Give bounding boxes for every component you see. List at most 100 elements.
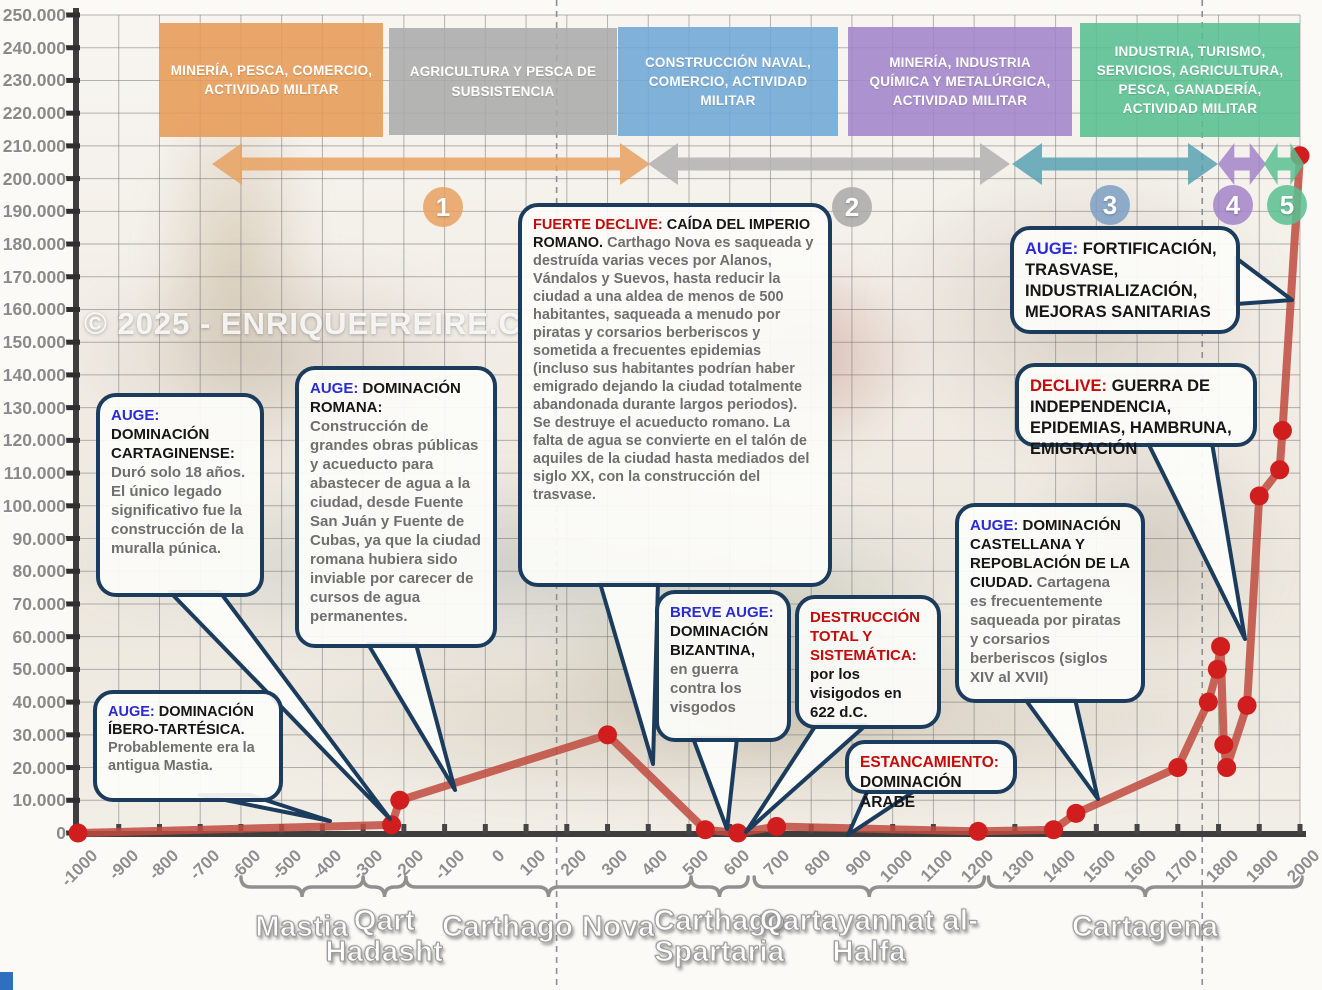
phase-arrow [648,143,1010,185]
callout-fuerte-declive: FUERTE DECLIVE: CAÍDA DEL IMPERIO ROMANO… [518,203,832,587]
y-tick-label: 80.000 [12,561,66,582]
callout-text-gray: Probablemente era la antigua Mastia. [108,740,255,774]
callout-text-blue: AUGE: [970,517,1019,534]
data-point--1000 [68,823,88,843]
callout-fortificacion: AUGE: FORTIFICACIÓN, TRASVASE, INDUSTRIA… [1010,226,1240,334]
callout-destruccion: DESTRUCCIÓN TOTAL Y SISTEMÁTICA: por los… [795,595,941,729]
y-tick-label: 110.000 [3,463,66,484]
callout-text-gray: Construcción de grandes obras públicas y… [310,418,481,625]
callout-breve-auge: BREVE AUGE: DOMINACIÓN BIZANTINA, en gue… [655,590,791,742]
callout-ibero-tartesica: AUGE: DOMINACIÓN ÍBERO-TARTÉSICA. Probab… [93,690,283,802]
data-point-1805 [1211,636,1231,656]
corner-artifact [0,972,13,990]
era-brace-Mastia [239,875,365,898]
banner-label: CONSTRUCCIÓN NAVAL, COMERCIO, ACTIVIDAD … [644,54,812,109]
era-brace-Qartayannat al--Halfa [752,875,987,898]
y-tick-label: 180.000 [2,234,66,255]
data-point--210 [390,790,410,810]
era-label-qart-hadasht: Qart Hadasht [325,905,444,968]
y-tick-label: 250.000 [2,5,66,25]
callout-text-black: por los visigodos en 622 d.C. [810,666,902,721]
y-tick-label: 60.000 [12,626,66,647]
data-point--230 [382,815,402,835]
y-tick-label: 160.000 [2,299,66,320]
callout-text-black: DOMINACIÓN ÁRABE [860,774,962,811]
data-point-1870 [1237,695,1257,715]
banner-phase-3: CONSTRUCCIÓN NAVAL, COMERCIO, ACTIVIDAD … [618,27,838,136]
callout-text-red: DESTRUCCIÓN TOTAL Y SISTEMÁTICA: [810,609,921,664]
era-brace-Cartagena [986,875,1304,898]
y-tick-label: 240.000 [2,37,66,58]
callout-text-black: FORTIFICACIÓN, TRASVASE, INDUSTRIALIZACI… [1025,240,1217,321]
y-tick-label: 100.000 [2,495,66,516]
callout-text-black: DOMINACIÓN ÍBERO-TARTÉSICA. [108,704,254,738]
callout-text-red: ESTANCAMIENTO: [860,754,999,771]
callout-castellana: AUGE: DOMINACIÓN CASTELLANA Y REPOBLACIÓ… [955,503,1145,703]
callout-text-red: FUERTE DECLIVE: [533,217,663,233]
y-tick-label: 40.000 [12,692,66,713]
data-point-1395 [1044,820,1064,840]
era-brace-Qart-Hadasht [361,875,408,898]
era-brace-Carthago Nova [404,875,693,898]
callout-text-gray: Duró solo 18 años. El único legado signi… [111,464,246,557]
watermark: © 2025 - ENRIQUEFREIRE.COM [84,306,574,341]
y-tick-label: 90.000 [12,528,66,549]
callout-text-blue: AUGE: [310,380,359,397]
y-tick-label: 30.000 [12,724,66,745]
y-tick-label: 210.000 [2,135,66,156]
banner-label: MINERÍA, INDUSTRIA QUÍMICA Y METALÚRGICA… [869,54,1051,109]
callout-text-blue: BREVE AUGE: [670,604,774,621]
phase-arrow [1012,143,1218,185]
data-point-1210 [968,821,988,841]
callout-text-gray: en guerra contra los visgodos [670,661,742,716]
y-axis-line [73,8,79,839]
callout-text-red: DECLIVE: [1030,377,1108,395]
y-tick-label: 50.000 [12,659,66,680]
phase-number-3: 3 [1090,185,1130,225]
data-point-1797 [1207,659,1227,679]
era-label-qartayannat al--halfa: Qartayannat al- Halfa [759,905,979,968]
data-point-1450 [1066,803,1086,823]
era-label-cartagena: Cartagena [1071,911,1219,943]
era-label-mastia: Mastia [255,911,349,943]
callout-text-gray: Cartagena es frecuentemente saqueada por… [970,574,1121,686]
phase-number-2: 2 [832,187,872,227]
y-tick-label: 0 [56,823,66,843]
phase-number-5: 5 [1267,185,1307,225]
phase-arrow [1218,143,1266,185]
data-point-620 [728,823,748,843]
y-tick-label: 150.000 [2,332,66,353]
data-point-1950 [1270,460,1290,480]
y-tick-label: 200.000 [2,168,66,189]
data-point-1820 [1217,758,1237,778]
data-point-1775 [1198,692,1218,712]
data-point-1700 [1168,758,1188,778]
callout-text-blue: AUGE: [111,407,160,424]
callout-text-blue: AUGE: [108,704,155,720]
callout-text-black: DOMINACIÓN CASTELLANA Y REPOBLACIÓN DE L… [970,517,1130,591]
banner-phase-2: AGRICULTURA Y PESCA DE SUBSISTENCIA [389,28,617,135]
callout-text-black: CAÍDA DEL IMPERIO ROMANO. [533,217,811,251]
callout-declive-guerra: DECLIVE: GUERRA DE INDEPENDENCIA, EPIDEM… [1015,363,1257,458]
era-label-carthago nova: Carthago Nova [442,911,655,943]
data-point-300 [598,725,618,745]
y-tick-label: 190.000 [2,201,66,222]
data-point-1957 [1272,421,1292,441]
banner-phase-4: MINERÍA, INDUSTRIA QUÍMICA Y METALÚRGICA… [848,27,1072,136]
callout-cartaginense: AUGE: DOMINACIÓN CARTAGINENSE: Duró solo… [96,393,264,597]
era-label-carthago-spartaria: Carthago Spartaria [653,905,786,968]
data-point-1813 [1214,735,1234,755]
phase-number-1: 1 [423,187,463,227]
data-point-715 [767,816,787,836]
callout-text-black: DOMINACIÓN CARTAGINENSE: [111,426,235,462]
y-tick-label: 120.000 [2,430,66,451]
banner-label: MINERÍA, PESCA, COMERCIO, ACTIVIDAD MILI… [170,62,373,97]
y-tick-label: 140.000 [2,364,66,385]
banner-label: AGRICULTURA Y PESCA DE SUBSISTENCIA [409,64,597,99]
y-tick-label: 170.000 [2,266,66,287]
banner-phase-5: INDUSTRIA, TURISMO, SERVICIOS, AGRICULTU… [1080,23,1300,137]
phase-arrow [1264,143,1304,185]
